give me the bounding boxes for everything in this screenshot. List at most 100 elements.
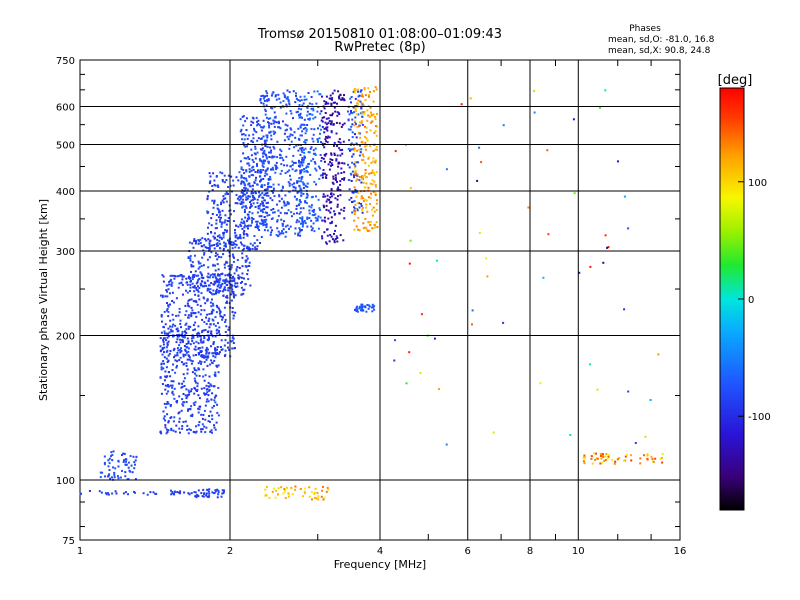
data-point [209, 245, 212, 248]
data-point [278, 233, 281, 236]
data-point [222, 195, 225, 198]
data-point [170, 330, 173, 333]
data-point [341, 148, 344, 151]
data-point [358, 307, 361, 310]
data-point [164, 375, 167, 378]
data-point [302, 161, 305, 164]
data-point [166, 336, 169, 339]
data-point [182, 275, 185, 278]
data-point [366, 109, 369, 112]
data-point [216, 280, 219, 283]
data-point [200, 283, 203, 286]
data-point [213, 492, 216, 495]
data-point [161, 294, 164, 297]
data-point [230, 286, 233, 289]
data-point [243, 244, 246, 247]
data-point [259, 242, 261, 244]
data-point [277, 493, 279, 496]
data-point [176, 360, 179, 363]
data-point [289, 225, 292, 228]
data-point [207, 352, 210, 355]
data-point [211, 491, 214, 494]
data-point [486, 275, 489, 278]
data-point [171, 369, 174, 371]
data-point [129, 470, 132, 473]
data-point [250, 199, 253, 202]
data-point [204, 302, 207, 305]
data-point [325, 102, 328, 105]
data-point [213, 199, 216, 202]
data-point [185, 362, 188, 365]
data-point [223, 244, 226, 247]
data-point [212, 263, 215, 266]
data-point [311, 214, 314, 217]
data-point [213, 201, 216, 204]
data-point [163, 362, 165, 365]
data-point [192, 402, 195, 405]
data-point [373, 224, 376, 226]
data-point [209, 181, 211, 184]
x-tick-label: 6 [465, 546, 471, 557]
data-point [131, 471, 134, 474]
data-point [122, 460, 125, 463]
data-point [183, 401, 186, 404]
data-point [246, 188, 249, 191]
data-point [357, 125, 360, 128]
data-point [174, 354, 177, 357]
data-point [318, 124, 321, 127]
data-point [271, 107, 274, 110]
data-point [109, 477, 112, 480]
data-point [275, 161, 278, 164]
data-point [314, 213, 317, 216]
data-point [224, 349, 227, 352]
data-point [222, 253, 225, 256]
data-point [604, 89, 607, 92]
data-point [271, 166, 274, 169]
data-point [502, 124, 505, 127]
data-point [191, 278, 194, 281]
data-point [164, 388, 167, 391]
data-point [353, 149, 356, 152]
data-point [178, 344, 181, 347]
data-point [207, 339, 210, 342]
data-point [317, 106, 320, 109]
data-point [283, 202, 286, 205]
data-point [221, 209, 224, 212]
data-point [229, 243, 232, 246]
data-point [224, 261, 227, 264]
data-point [313, 214, 316, 216]
data-point [216, 274, 219, 277]
data-point [324, 121, 327, 124]
data-point [284, 172, 287, 175]
data-point [263, 216, 266, 218]
data-point [351, 170, 354, 173]
data-point [205, 492, 208, 495]
data-point [262, 161, 265, 164]
data-point [361, 142, 364, 145]
data-point [205, 352, 208, 355]
data-point [335, 178, 337, 181]
data-point [172, 363, 175, 366]
data-point [254, 206, 257, 208]
data-point [310, 96, 313, 98]
data-point [193, 290, 196, 293]
data-point [181, 284, 184, 286]
data-point [630, 454, 632, 457]
data-point [352, 191, 355, 194]
data-point [190, 315, 193, 318]
data-point [193, 377, 196, 380]
data-point [277, 120, 280, 123]
data-point [284, 129, 287, 132]
data-point [323, 160, 326, 163]
data-point [334, 176, 337, 179]
data-point [233, 277, 236, 280]
data-point [295, 92, 297, 95]
data-point [373, 308, 376, 311]
data-point [117, 460, 120, 463]
data-point [354, 108, 357, 111]
data-point [199, 282, 202, 285]
data-point [179, 490, 182, 493]
data-point [300, 188, 303, 191]
data-point [298, 104, 301, 106]
data-point [322, 193, 325, 196]
